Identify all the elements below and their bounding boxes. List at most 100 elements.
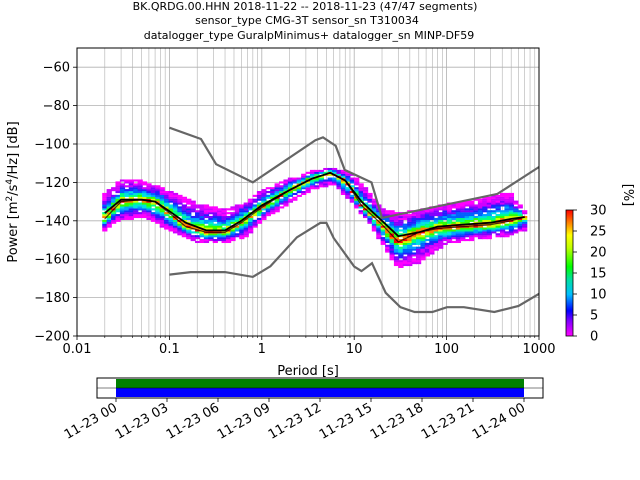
timeline-tick-label: 11-23 06 (164, 400, 222, 442)
timeline-tick-label: 11-23 09 (215, 400, 273, 442)
psd-density-cell (354, 177, 360, 180)
psd-density-cell (164, 191, 170, 194)
psd-density-cell (203, 225, 210, 228)
psd-density-cell (407, 239, 413, 242)
coverage-bar-top (116, 379, 524, 388)
psd-density-cell (239, 223, 245, 226)
psd-density-cell (190, 206, 196, 209)
psd-density-cell (296, 189, 302, 192)
psd-density-cell (301, 177, 307, 180)
psd-density-cell (464, 231, 470, 234)
psd-density-cell (248, 219, 254, 222)
psd-density-cell (305, 171, 311, 174)
psd-density-cell (477, 229, 484, 232)
psd-density-cell (208, 219, 214, 222)
psd-density-cell (482, 233, 488, 236)
psd-density-cell (270, 196, 276, 199)
psd-density-cell (491, 229, 497, 232)
psd-density-cell (460, 239, 466, 242)
psd-density-cell (420, 237, 426, 240)
psd-density-cell (398, 229, 404, 232)
psd-density-cell (473, 225, 479, 228)
psd-density-cell (212, 227, 218, 230)
psd-density-cell (137, 208, 143, 211)
psd-density-cell (332, 177, 338, 180)
psd-density-cell (398, 217, 404, 220)
psd-density-cell (438, 208, 444, 211)
psd-density-cell (367, 194, 373, 197)
psd-density-cell (416, 219, 422, 222)
plot-frame (76, 47, 540, 337)
psd-density-cell (385, 250, 391, 253)
psd-density-cell (146, 187, 152, 190)
psd-density-cell (248, 215, 254, 219)
psd-density-cell (128, 189, 134, 192)
psd-density-cell (517, 206, 523, 209)
psd-density-cell (455, 221, 461, 224)
psd-density-cell (190, 208, 196, 211)
psd-density-cell (429, 233, 435, 236)
psd-density-cell (354, 204, 360, 207)
psd-density-cell (212, 215, 218, 219)
psd-density-cell (261, 194, 267, 197)
psd-density-cell (499, 229, 506, 232)
psd-density-cell (124, 215, 130, 219)
psd-density-cell (128, 208, 134, 211)
psd-density-cell (380, 217, 386, 220)
psd-density-cell (124, 179, 130, 182)
psd-density-cell (243, 202, 249, 205)
psd-density-cell (265, 214, 271, 217)
psd-density-cell (416, 262, 422, 265)
psd-density-cell (230, 221, 236, 224)
psd-density-cell (128, 192, 134, 196)
psd-density-cell (499, 202, 506, 205)
psd-density-cell (115, 208, 121, 211)
psd-density-cell (398, 221, 404, 224)
psd-density-cell (217, 223, 223, 226)
psd-density-cell (111, 187, 117, 190)
psd-density-cell (159, 217, 165, 220)
psd-density-cell (385, 223, 391, 226)
psd-density-cell (451, 215, 457, 219)
psd-density-cell (398, 225, 404, 228)
psd-density-cell (345, 179, 351, 182)
psd-density-cell (362, 191, 369, 194)
psd-density-cell (124, 191, 130, 194)
psd-density-cell (517, 229, 523, 232)
psd-density-cell (150, 202, 157, 205)
psd-density-cell (371, 198, 378, 201)
psd-density-cell (442, 223, 448, 226)
psd-density-cell (248, 229, 254, 232)
psd-density-cell (141, 191, 148, 194)
psd-density-cell (186, 200, 192, 203)
psd-density-cell (208, 233, 214, 236)
psd-density-cell (177, 208, 183, 211)
psd-density-cell (186, 233, 192, 236)
psd-density-cell (354, 191, 360, 194)
psd-density-cell (389, 212, 395, 215)
psd-density-cell (345, 187, 351, 190)
psd-density-cell (482, 235, 488, 238)
psd-density-cell (274, 202, 280, 205)
psd-density-cell (393, 252, 400, 255)
psd-density-cell (199, 221, 205, 224)
psd-density-cell (522, 223, 528, 226)
psd-density-cell (433, 237, 439, 240)
psd-density-cell (393, 240, 400, 244)
psd-density-cell (411, 214, 417, 217)
psd-density-cell (464, 217, 470, 220)
psd-density-cell (243, 233, 249, 236)
psd-density-cell (270, 202, 276, 205)
colorbar-tick-label: 15 (590, 267, 607, 282)
statistic-curves (104, 171, 525, 243)
psd-density-cell (177, 233, 183, 236)
psd-density-cell (416, 214, 422, 217)
psd-density-cell (199, 208, 205, 211)
psd-density-cell (345, 175, 351, 178)
psd-density-cell (203, 240, 210, 244)
psd-density-cell (234, 235, 241, 238)
psd-density-cell (420, 256, 426, 259)
psd-density-cell (177, 206, 183, 209)
psd-density-cell (159, 210, 165, 213)
psd-density-cell (164, 214, 170, 217)
